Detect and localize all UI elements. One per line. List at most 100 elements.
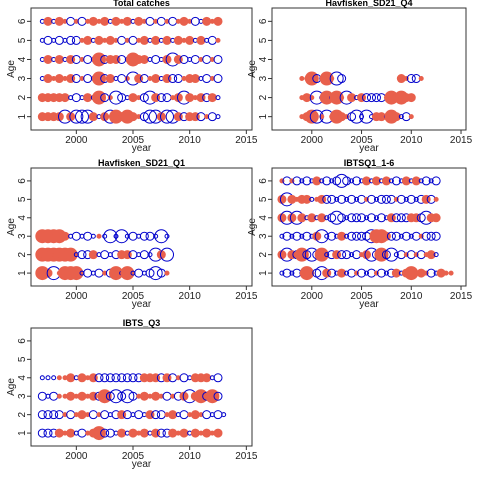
bubble-positive [347,93,357,103]
bubble-positive [277,213,287,223]
bubble-negative [354,196,360,202]
chart-title: Havfisken_SD21_Q1 [98,158,185,168]
bubble-negative [117,35,127,45]
bubble-positive [117,428,127,438]
bubble-positive [179,16,189,26]
bubble-negative [349,252,355,258]
bubble-negative [289,233,295,239]
bubble-negative [102,233,108,239]
bubble-positive [401,176,411,186]
bubble-positive [304,71,319,86]
bubble-positive [408,114,414,120]
x-tick-label: 2005 [350,291,373,302]
bubble-negative [83,54,93,64]
plot-frame [30,7,253,131]
plot-frame [30,327,253,447]
bubble-negative [160,247,174,262]
bubble-negative [156,410,166,420]
bubble-negative [352,231,362,241]
y-tick-label: 1 [17,113,28,119]
y-tick-label: 5 [258,196,269,202]
bubble-negative [160,109,174,124]
bubble-negative [418,178,424,184]
bubble-negative [334,173,349,188]
bubble-negative [299,178,305,184]
bubble-negative [162,93,172,103]
bubble-negative [100,410,110,420]
bubble-negative [327,268,337,278]
bubble-negative [162,391,172,401]
bubble-negative [109,90,123,105]
bubble-positive [134,16,144,26]
bubble-positive [391,268,401,278]
bubble-positive [411,213,421,223]
bubble-positive [196,35,206,45]
y-tick-label: 3 [17,75,28,81]
bubble-negative [100,373,110,383]
bubble-positive [179,428,189,438]
bubble-negative [359,109,374,124]
bubble-negative [103,229,118,244]
bubble-negative [90,233,96,239]
bubble-positive [307,213,317,223]
y-tick-label: 4 [17,215,28,221]
bubble-negative [282,231,292,241]
bubble-positive [302,194,312,204]
bubble-negative [408,233,414,239]
bubble-negative [120,389,135,404]
bubble-positive [139,35,149,45]
bubble-negative [190,16,200,26]
y-tick-label: 3 [17,393,28,399]
bubble-negative [292,231,302,241]
bubble-negative [83,231,93,241]
bubble-negative [145,16,155,26]
bubble-negative [54,35,64,45]
bubble-negative [289,270,295,276]
bubble-negative [43,428,53,438]
bubble-positive [185,93,195,103]
bubble-negative [393,252,399,258]
bubble-negative [117,373,127,383]
x-tick-label: 2015 [450,291,473,302]
x-tick-label: 2010 [179,291,202,302]
bubble-negative [391,213,401,223]
bubble-negative [279,270,285,276]
bubble-negative [105,373,115,383]
bubble-negative [83,268,93,278]
bubble-negative [376,213,386,223]
bubble-negative [83,74,93,84]
bubble-negative [357,213,367,223]
bubble-negative [88,410,98,420]
bubble-positive [332,250,342,260]
bubble-positive [411,176,421,186]
bubble-negative [362,93,372,103]
bubble-negative [309,196,315,202]
y-tick-label: 6 [258,18,269,24]
bubble-negative [151,54,161,64]
bubble-negative [190,54,200,64]
bubble-negative [215,95,221,101]
bubble-positive [139,428,149,438]
bubble-negative [156,428,166,438]
bubble-positive [299,76,305,82]
bubble-positive [168,410,178,420]
bubble-positive [190,428,200,438]
bubble-negative [319,178,325,184]
bubble-negative [168,16,178,26]
bubble-negative [344,196,350,202]
bubble-negative [337,250,347,260]
bubble-negative [100,250,110,260]
y-tick-label: 5 [17,196,28,202]
bubble-positive [337,231,347,241]
bubble-positive [202,373,212,383]
x-tick-label: 2000 [65,135,88,146]
bubble-positive [168,428,178,438]
bubble-negative [373,215,379,221]
bubble-negative [396,194,406,204]
bubble-positive [164,270,170,276]
bubble-negative [151,410,161,420]
bubble-positive [66,391,76,401]
y-axis-label: Age [6,60,17,78]
bubble-negative [213,410,223,420]
bubble-negative [342,176,352,186]
